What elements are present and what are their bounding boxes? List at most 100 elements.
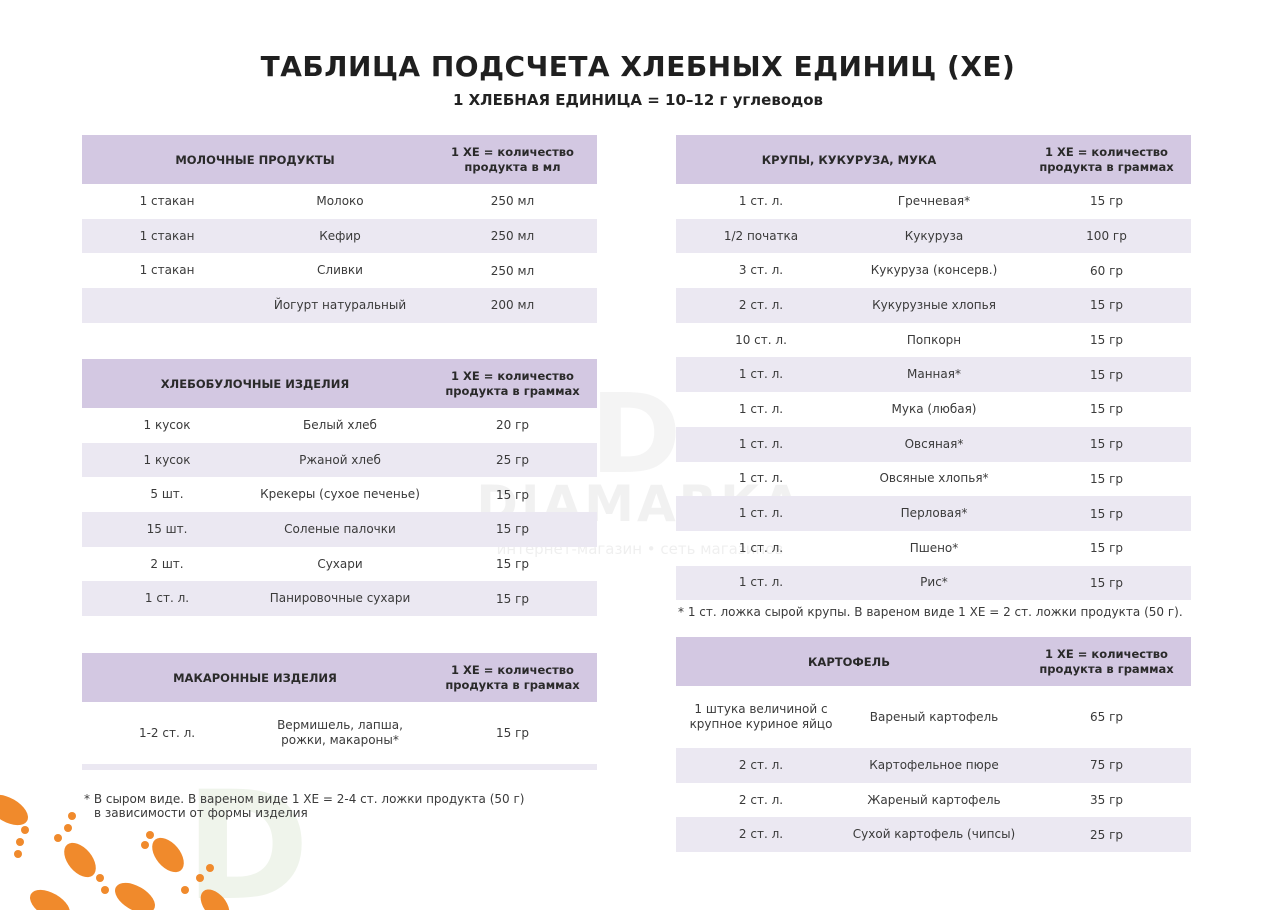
cell-product: Жареный картофель <box>867 792 1001 807</box>
table-unit-header: 1 ХЕ = количество продукта в граммах <box>1039 646 1174 676</box>
table-row: 1 ст. л. Манная* 15 гр <box>676 357 1191 393</box>
table-unit-header: 1 ХЕ = количество продукта в мл <box>451 144 574 174</box>
watermark-logo: D <box>590 370 682 498</box>
cell-product: Кефир <box>319 228 361 243</box>
cell-portion: 1 стакан <box>139 193 195 208</box>
table-row: 1 стакан Молоко 250 мл <box>82 184 597 219</box>
table-header: МАКАРОННЫЕ ИЗДЕЛИЯ 1 ХЕ = количество прод… <box>82 653 597 702</box>
table-title: КАРТОФЕЛЬ <box>808 654 890 669</box>
cell-portion: 1 штука величиной с крупное куриное яйцо <box>689 702 833 731</box>
table-unit-header: 1 ХЕ = количество продукта в граммах <box>1039 144 1174 174</box>
table-row: 2 ст. л. Жареный картофель 35 гр <box>676 783 1191 818</box>
footprints-icon <box>0 794 230 910</box>
cell-product: Панировочные сухари <box>269 591 411 606</box>
table-unit-header: 1 ХЕ = количество продукта в граммах <box>445 368 580 398</box>
table-pasta: МАКАРОННЫЕ ИЗДЕЛИЯ 1 ХЕ = количество прод… <box>82 653 597 770</box>
table-row: 2 ст. л. Сухой картофель (чипсы) 25 гр <box>676 817 1191 853</box>
cell-product: Вермишель, лапша, рожки, макароны* <box>277 718 403 747</box>
cell-product: Попкорн <box>906 332 962 347</box>
cell-product: Перловая* <box>900 506 968 521</box>
cell-amount: 15 гр <box>495 487 529 502</box>
logo-d-icon: D <box>185 760 310 910</box>
cell-amount: 15 гр <box>1089 194 1123 209</box>
table-row: 1 ст. л. Гречневая* 15 гр <box>676 184 1191 219</box>
table-title: МАКАРОННЫЕ ИЗДЕЛИЯ <box>173 670 337 685</box>
footnote-pasta-line2: в зависимости от формы изделия <box>94 806 308 820</box>
cell-amount: 15 гр <box>495 591 529 606</box>
table-header: КАРТОФЕЛЬ 1 ХЕ = количество продукта в гр… <box>676 637 1191 686</box>
table-row: 1 стакан Кефир 250 мл <box>82 218 597 254</box>
cell-amount: 250 мл <box>490 263 535 278</box>
cell-portion: 1 кусок <box>143 452 191 467</box>
cell-product: Рис* <box>920 575 948 590</box>
table-row: 1 ст. л. Мука (любая) 15 гр <box>676 392 1191 427</box>
table-title: КРУПЫ, КУКУРУЗА, МУКА <box>761 152 937 167</box>
cell-product: Кукуруза (консерв.) <box>870 263 998 278</box>
cell-portion: 1 ст. л. <box>738 540 784 555</box>
cell-product: Сухари <box>317 556 363 571</box>
cell-amount: 250 мл <box>490 194 535 209</box>
table-header: МОЛОЧНЫЕ ПРОДУКТЫ 1 ХЕ = количество проду… <box>82 135 597 184</box>
cell-portion: 1 ст. л. <box>738 401 784 416</box>
cell-portion: 1 кусок <box>143 417 191 432</box>
table-row: 1/2 початка Кукуруза 100 гр <box>676 218 1191 254</box>
cell-product: Вареный картофель <box>869 709 999 724</box>
table-row: 5 шт. Крекеры (сухое печенье) 15 гр <box>82 477 597 512</box>
cell-amount: 75 гр <box>1089 758 1123 773</box>
cell-product: Кукуруза <box>904 228 964 243</box>
cell-portion: 1 ст. л. <box>738 367 784 382</box>
cell-product: Картофельное пюре <box>869 757 999 772</box>
cell-amount: 25 гр <box>1089 827 1123 842</box>
table-row: 1 кусок Ржаной хлеб 25 гр <box>82 442 597 478</box>
cell-product: Сливки <box>317 263 363 278</box>
cell-portion: 5 шт. <box>150 487 184 502</box>
cell-product: Манная* <box>907 367 961 382</box>
cell-product: Йогурт натуральный <box>273 297 407 312</box>
footnote-pasta-line1: * В сыром виде. В вареном виде 1 ХЕ = 2-… <box>84 792 525 806</box>
cell-portion: 1 ст. л. <box>738 193 784 208</box>
footnote-grains: * 1 ст. ложка сырой крупы. В вареном вид… <box>678 605 1183 619</box>
table-title: ХЛЕБОБУЛОЧНЫЕ ИЗДЕЛИЯ <box>160 376 350 391</box>
cell-product: Сухой картофель (чипсы) <box>852 827 1016 842</box>
cell-amount: 25 гр <box>495 453 529 468</box>
table-row: 1 ст. л. Панировочные сухари 15 гр <box>82 581 597 617</box>
table-bakery: ХЛЕБОБУЛОЧНЫЕ ИЗДЕЛИЯ 1 ХЕ = количество п… <box>82 359 597 617</box>
cell-portion: 1 ст. л. <box>738 471 784 486</box>
table-row: 1 кусок Белый хлеб 20 гр <box>82 408 597 443</box>
cell-portion: 2 шт. <box>150 556 184 571</box>
cell-amount: 15 гр <box>1089 437 1123 452</box>
table-header: КРУПЫ, КУКУРУЗА, МУКА 1 ХЕ = количество п… <box>676 135 1191 184</box>
cell-product: Ржаной хлеб <box>299 452 381 467</box>
table-row: 1 стакан Сливки 250 мл <box>82 253 597 288</box>
cell-portion: 3 ст. л. <box>738 263 784 278</box>
cell-amount: 15 гр <box>495 726 529 740</box>
cell-amount: 20 гр <box>495 418 529 433</box>
cell-amount: 15 гр <box>1089 333 1123 348</box>
table-row: 15 шт. Соленые палочки 15 гр <box>82 512 597 547</box>
cell-portion: 2 ст. л. <box>738 792 784 807</box>
cell-portion: 1 стакан <box>139 263 195 278</box>
cell-product: Мука (любая) <box>891 401 977 416</box>
cell-amount: 15 гр <box>1089 298 1123 313</box>
cell-amount: 15 гр <box>1089 506 1123 521</box>
table-dairy: МОЛОЧНЫЕ ПРОДУКТЫ 1 ХЕ = количество проду… <box>82 135 597 323</box>
cell-amount: 15 гр <box>1089 402 1123 417</box>
cell-portion: 1 ст. л. <box>738 575 784 590</box>
table-row: 1 ст. л. Овсяные хлопья* 15 гр <box>676 462 1191 497</box>
table-bottom-strip <box>82 764 597 770</box>
table-row: 1-2 ст. л. Вермишель, лапша, рожки, макар… <box>82 702 597 764</box>
cell-amount: 15 гр <box>495 522 529 537</box>
cell-portion: 2 ст. л. <box>738 757 784 772</box>
table-row: 10 ст. л. Попкорн 15 гр <box>676 323 1191 358</box>
page-subtitle: 1 ХЛЕБНАЯ ЕДИНИЦА = 10–12 г углеводов <box>452 91 824 109</box>
cell-amount: 15 гр <box>1089 575 1123 590</box>
cell-portion: 15 шт. <box>146 521 188 536</box>
cell-product: Белый хлеб <box>303 417 377 432</box>
cell-portion: 1 ст. л. <box>738 506 784 521</box>
cell-amount: 100 гр <box>1086 229 1127 244</box>
table-row: 3 ст. л. Кукуруза (консерв.) 60 гр <box>676 253 1191 288</box>
cell-portion: 1 ст. л. <box>144 591 190 606</box>
cell-product: Крекеры (сухое печенье) <box>260 487 420 502</box>
table-row: 2 шт. Сухари 15 гр <box>82 547 597 582</box>
